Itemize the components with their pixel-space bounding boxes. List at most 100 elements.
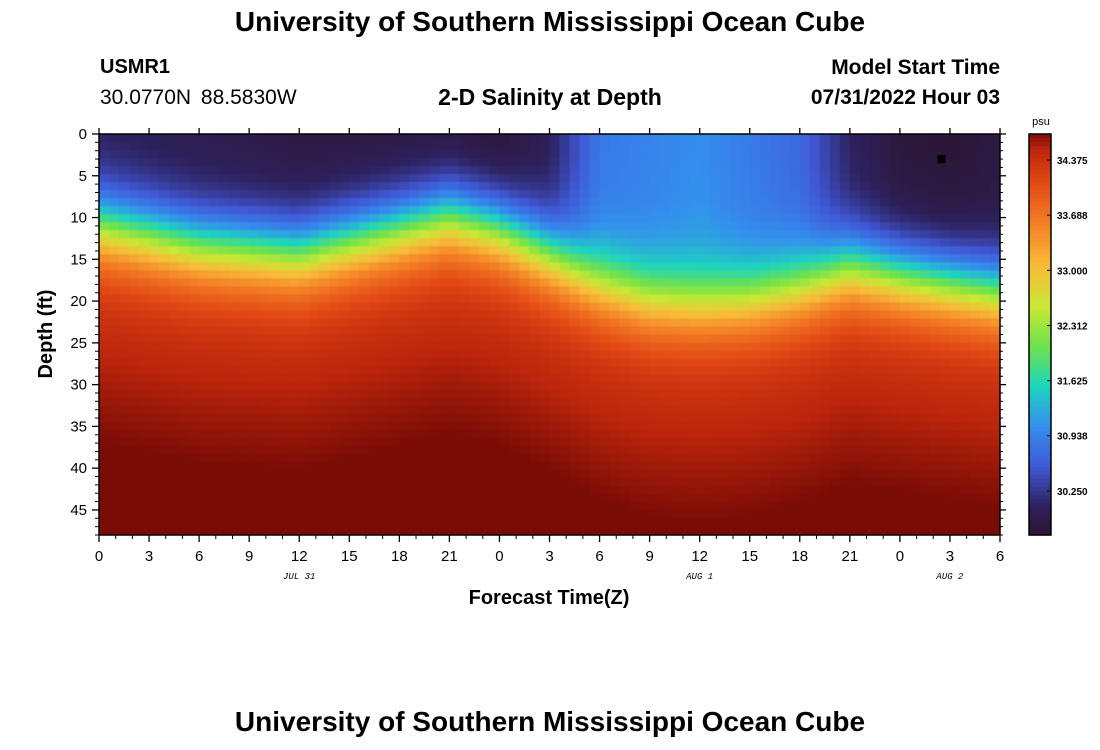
heatmap-cell <box>929 230 941 239</box>
heatmap-cell <box>449 358 460 368</box>
heatmap-cell <box>689 438 701 448</box>
heatmap-cell <box>589 182 601 191</box>
heatmap-cell <box>709 190 721 199</box>
heatmap-cell <box>119 254 130 263</box>
heatmap-cell <box>129 502 140 512</box>
heatmap-cell <box>589 358 601 368</box>
heatmap-cell <box>809 278 821 287</box>
heatmap-cell <box>649 406 661 416</box>
heatmap-cell <box>769 326 781 336</box>
heatmap-cell <box>309 270 320 279</box>
colorbar-segment <box>1029 266 1051 271</box>
heatmap-cell <box>649 182 661 191</box>
heatmap-cell <box>699 198 711 207</box>
heatmap-cell <box>959 342 971 352</box>
heatmap-cell <box>719 502 731 512</box>
heatmap-cell <box>339 318 350 328</box>
heatmap-cell <box>159 334 170 344</box>
heatmap-cell <box>219 470 230 480</box>
heatmap-cell <box>149 262 160 271</box>
heatmap-cell <box>899 470 911 480</box>
heatmap-cell <box>129 422 140 432</box>
heatmap-cell <box>899 494 911 504</box>
heatmap-cell <box>609 158 621 167</box>
heatmap-cell <box>639 318 651 328</box>
heatmap-cell <box>189 190 200 199</box>
heatmap-cell <box>229 166 240 175</box>
heatmap-cell <box>919 406 931 416</box>
heatmap-cell <box>489 398 501 408</box>
heatmap-cell <box>809 166 821 175</box>
heatmap-cell <box>239 350 250 360</box>
heatmap-cell <box>669 142 681 151</box>
heatmap-cell <box>209 142 220 151</box>
heatmap-cell <box>179 390 190 400</box>
heatmap-cell <box>569 286 581 295</box>
colorbar-segment <box>1029 334 1051 340</box>
heatmap-cell <box>909 318 921 328</box>
heatmap-cell <box>419 262 430 271</box>
heatmap-cell <box>749 406 761 416</box>
heatmap-cell <box>729 350 741 360</box>
heatmap-cell <box>659 478 671 488</box>
heatmap-cell <box>759 470 771 480</box>
heatmap-cell <box>719 262 731 271</box>
heatmap-cell <box>219 190 230 199</box>
heatmap-cell <box>489 486 501 496</box>
heatmap-cell <box>639 150 651 159</box>
heatmap-cell <box>319 510 330 520</box>
heatmap-cell <box>889 342 901 352</box>
heatmap-cell <box>839 214 851 223</box>
heatmap-cell <box>759 262 771 271</box>
heatmap-cell <box>309 326 320 336</box>
heatmap-cell <box>979 166 991 175</box>
heatmap-cell <box>729 246 741 255</box>
heatmap-cell <box>399 294 410 304</box>
heatmap-cell <box>769 374 781 384</box>
heatmap-cell <box>559 422 571 432</box>
heatmap-cell <box>549 294 561 304</box>
heatmap-cell <box>879 286 891 295</box>
heatmap-cell <box>629 142 641 151</box>
heatmap-cell <box>429 254 440 263</box>
heatmap-cell <box>129 206 140 215</box>
heatmap-cell <box>269 190 280 199</box>
heatmap-cell <box>99 494 110 504</box>
heatmap-cell <box>99 518 110 528</box>
heatmap-cell <box>809 398 821 408</box>
heatmap-cell <box>249 294 260 304</box>
heatmap-cell <box>789 358 801 368</box>
heatmap-cell <box>449 270 460 279</box>
heatmap-cell <box>739 342 751 352</box>
heatmap-cell <box>789 134 801 143</box>
heatmap-cell <box>729 494 741 504</box>
heatmap-cell <box>139 150 150 159</box>
heatmap-cell <box>359 526 370 535</box>
heatmap-cell <box>229 414 240 424</box>
heatmap-cell <box>299 262 310 271</box>
heatmap-cell <box>809 270 821 279</box>
heatmap-cell <box>319 486 330 496</box>
heatmap-cell <box>269 182 280 191</box>
heatmap-cell <box>159 254 170 263</box>
heatmap-cell <box>169 430 180 440</box>
heatmap-cell <box>469 326 481 336</box>
heatmap-cell <box>669 238 681 247</box>
heatmap-cell <box>639 502 651 512</box>
heatmap-cell <box>859 518 871 528</box>
heatmap-cell <box>249 454 260 464</box>
heatmap-cell <box>449 374 460 384</box>
heatmap-cell <box>389 406 400 416</box>
heatmap-cell <box>399 526 410 535</box>
heatmap-cell <box>449 310 460 320</box>
colorbar-segment <box>1029 338 1051 344</box>
heatmap-cell <box>379 222 390 231</box>
heatmap-cell <box>529 438 541 448</box>
heatmap-cell <box>519 390 531 400</box>
colorbar-segment <box>1029 234 1051 239</box>
heatmap-cell <box>519 214 531 223</box>
heatmap-cell <box>839 494 851 504</box>
heatmap-cell <box>299 310 310 320</box>
heatmap-cell <box>859 510 871 520</box>
heatmap-cell <box>309 422 320 432</box>
